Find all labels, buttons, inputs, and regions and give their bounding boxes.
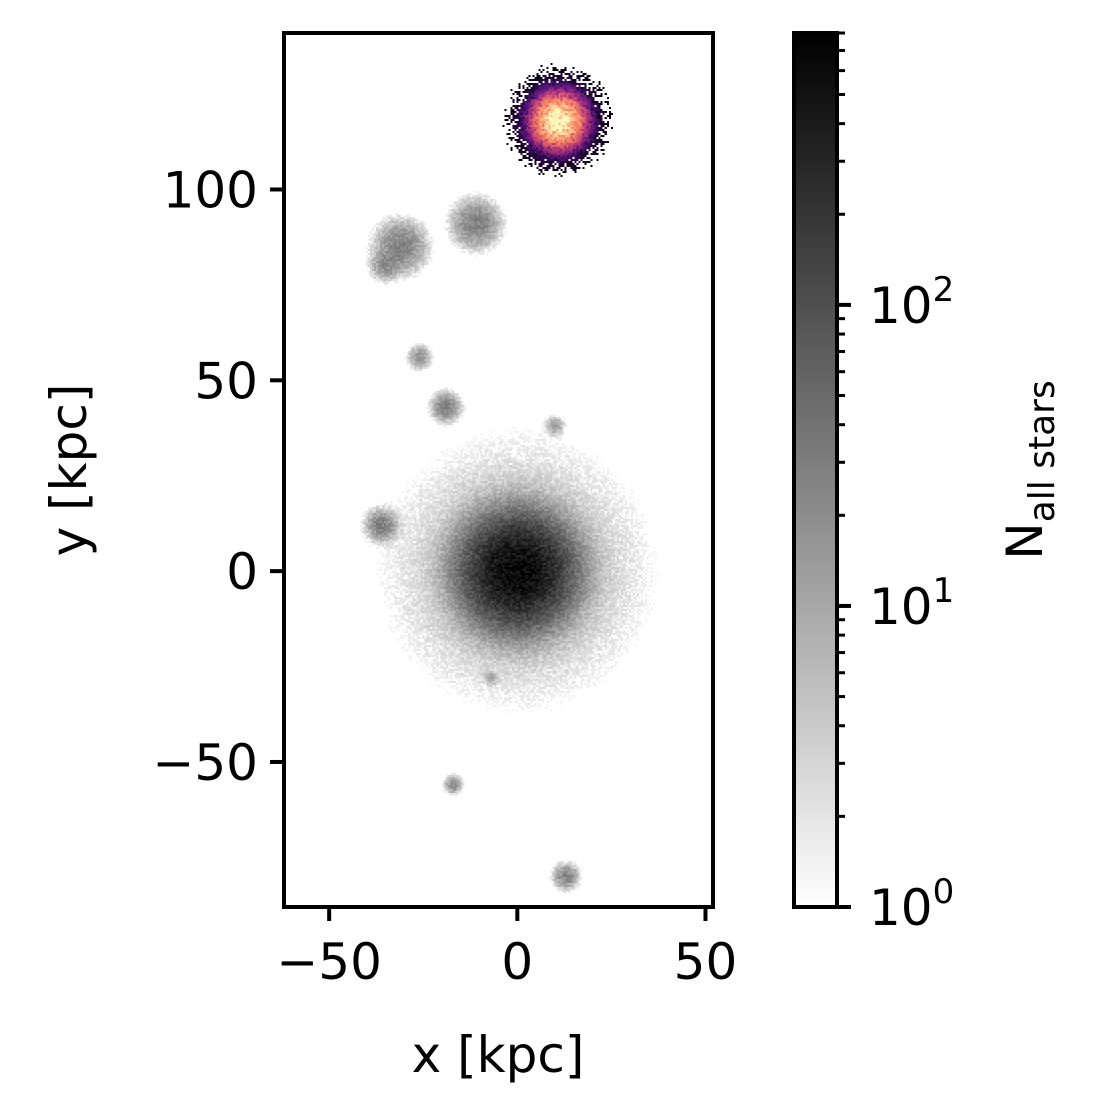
x-axis-label: x [kpc] bbox=[412, 1026, 585, 1084]
colorbar-ticks: 100 101 102 bbox=[837, 31, 954, 937]
y-tick-label: 100 bbox=[163, 161, 258, 219]
x-axis-ticks: −50 0 50 bbox=[276, 907, 737, 991]
colorbar-tick-label: 101 bbox=[869, 571, 954, 636]
x-tick-label: 0 bbox=[501, 933, 533, 991]
colorbar-tick-label: 100 bbox=[869, 872, 954, 937]
colorbar bbox=[794, 33, 837, 907]
y-tick-label: −50 bbox=[152, 734, 258, 792]
heatmap-image bbox=[284, 33, 713, 907]
y-tick-label: 50 bbox=[194, 352, 258, 410]
colorbar-frame bbox=[792, 31, 839, 909]
x-tick-label: −50 bbox=[276, 933, 382, 991]
colorbar-label-sub: all stars bbox=[1022, 380, 1063, 522]
y-axis-label: y [kpc] bbox=[40, 384, 98, 557]
colorbar-tick-label: 102 bbox=[869, 270, 954, 335]
plot-frame bbox=[282, 31, 715, 909]
colorbar-label: Nall stars bbox=[996, 380, 1063, 559]
x-tick-label: 50 bbox=[674, 933, 738, 991]
colorbar-label-main: N bbox=[996, 522, 1054, 559]
y-axis-ticks: −50 0 50 100 bbox=[152, 161, 284, 792]
y-tick-label: 0 bbox=[226, 543, 258, 601]
